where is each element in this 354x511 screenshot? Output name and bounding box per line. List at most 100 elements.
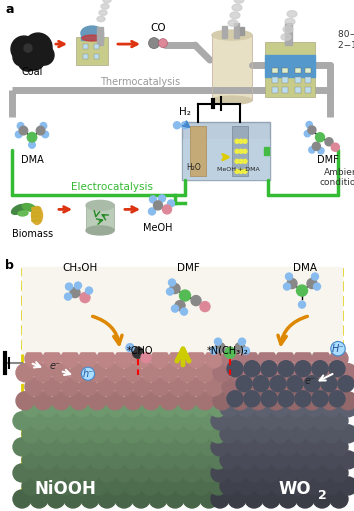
Circle shape <box>16 364 34 382</box>
Text: Electrocatalysis: Electrocatalysis <box>71 182 153 192</box>
Circle shape <box>61 350 79 368</box>
Circle shape <box>166 490 184 508</box>
Circle shape <box>97 378 115 396</box>
Circle shape <box>64 464 82 482</box>
Circle shape <box>213 364 231 382</box>
Circle shape <box>141 353 151 363</box>
Circle shape <box>243 140 247 143</box>
Circle shape <box>297 285 308 296</box>
Circle shape <box>13 48 31 66</box>
Bar <box>295 68 301 73</box>
Circle shape <box>285 273 292 280</box>
Circle shape <box>98 490 116 508</box>
Circle shape <box>262 438 280 456</box>
Circle shape <box>303 364 321 382</box>
Circle shape <box>52 364 70 382</box>
Circle shape <box>79 350 97 368</box>
Circle shape <box>179 290 190 301</box>
Circle shape <box>36 126 45 135</box>
Text: MeOH + DMA: MeOH + DMA <box>217 167 259 172</box>
Circle shape <box>267 392 285 410</box>
Circle shape <box>52 392 70 410</box>
Circle shape <box>271 425 289 443</box>
Circle shape <box>86 287 92 294</box>
Circle shape <box>175 300 185 311</box>
Circle shape <box>245 412 263 430</box>
Circle shape <box>170 284 180 294</box>
Circle shape <box>237 477 255 495</box>
Circle shape <box>192 399 210 417</box>
Bar <box>94 44 99 49</box>
Circle shape <box>149 438 167 456</box>
Circle shape <box>25 350 43 368</box>
Circle shape <box>254 451 272 469</box>
Circle shape <box>124 364 142 382</box>
Circle shape <box>34 45 54 65</box>
Circle shape <box>205 378 223 396</box>
Circle shape <box>295 391 311 407</box>
Circle shape <box>158 451 176 469</box>
Circle shape <box>243 169 247 173</box>
Text: h⁻: h⁻ <box>82 369 93 379</box>
Circle shape <box>312 391 328 407</box>
Circle shape <box>209 399 227 417</box>
Circle shape <box>13 438 31 456</box>
Circle shape <box>288 399 306 417</box>
Circle shape <box>29 142 35 148</box>
Circle shape <box>244 361 260 377</box>
Circle shape <box>124 399 142 417</box>
Circle shape <box>240 350 258 368</box>
Circle shape <box>261 391 277 407</box>
Circle shape <box>162 205 171 214</box>
Circle shape <box>330 412 348 430</box>
Circle shape <box>151 378 169 396</box>
Circle shape <box>244 391 260 407</box>
Circle shape <box>32 215 34 218</box>
Circle shape <box>39 477 57 495</box>
Circle shape <box>88 392 106 410</box>
Bar <box>232 126 248 176</box>
Circle shape <box>142 364 160 382</box>
Circle shape <box>245 490 263 508</box>
Circle shape <box>271 451 289 469</box>
Circle shape <box>97 350 115 368</box>
Circle shape <box>338 376 354 392</box>
Text: Biomass: Biomass <box>12 229 53 240</box>
Ellipse shape <box>285 18 295 25</box>
Circle shape <box>288 451 306 469</box>
Circle shape <box>279 464 297 482</box>
FancyBboxPatch shape <box>22 268 342 501</box>
Circle shape <box>32 219 34 222</box>
Ellipse shape <box>22 203 36 211</box>
Ellipse shape <box>103 0 111 3</box>
Circle shape <box>38 211 40 214</box>
Ellipse shape <box>101 4 109 9</box>
Circle shape <box>24 44 32 52</box>
Ellipse shape <box>230 12 240 18</box>
Circle shape <box>175 477 193 495</box>
Circle shape <box>228 438 246 456</box>
Circle shape <box>98 412 116 430</box>
Circle shape <box>331 143 339 151</box>
Text: 2: 2 <box>318 490 326 502</box>
Bar <box>265 55 315 77</box>
Circle shape <box>278 361 294 377</box>
Circle shape <box>312 350 330 368</box>
Bar <box>264 147 269 155</box>
Circle shape <box>294 350 312 368</box>
Circle shape <box>56 425 74 443</box>
Circle shape <box>183 412 201 430</box>
Circle shape <box>308 126 316 134</box>
Circle shape <box>220 477 238 495</box>
Circle shape <box>151 350 169 368</box>
Circle shape <box>39 399 57 417</box>
Circle shape <box>98 438 116 456</box>
Circle shape <box>296 412 314 430</box>
Circle shape <box>15 131 22 138</box>
Circle shape <box>149 412 167 430</box>
Ellipse shape <box>232 4 242 11</box>
Circle shape <box>276 350 294 368</box>
Circle shape <box>142 392 160 410</box>
Circle shape <box>79 378 97 396</box>
Circle shape <box>148 38 160 49</box>
